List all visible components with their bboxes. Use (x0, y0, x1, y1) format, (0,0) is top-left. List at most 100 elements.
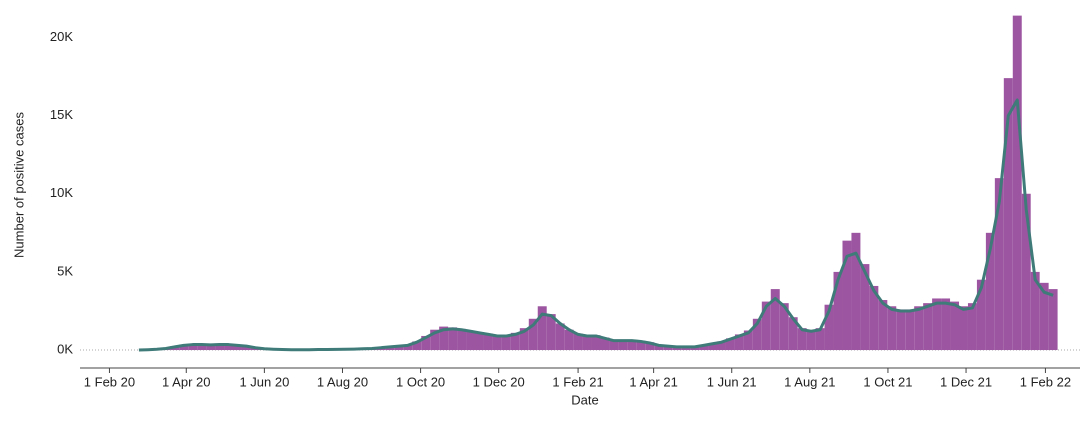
x-tick-label: 1 Jun 20 (239, 374, 289, 389)
bar (779, 303, 789, 351)
bar (618, 339, 628, 351)
x-tick-label: 1 Aug 21 (784, 374, 835, 389)
bar (439, 326, 449, 351)
x-tick-label: 1 Oct 21 (863, 374, 912, 389)
bar (770, 289, 780, 351)
bar (932, 298, 942, 351)
bar (492, 335, 502, 351)
bar (815, 328, 825, 351)
bar (197, 344, 207, 351)
bar (851, 232, 861, 351)
bar (985, 232, 995, 351)
bar (743, 330, 753, 351)
bar (224, 344, 234, 351)
y-tick-label: 20K (50, 29, 73, 44)
bar (959, 306, 968, 351)
x-tick-label: 1 Jun 21 (707, 374, 757, 389)
bar (421, 335, 431, 351)
bar (797, 328, 807, 351)
bar (788, 317, 798, 351)
bar (1030, 271, 1040, 351)
y-tick-label: 0K (57, 341, 73, 356)
bar (537, 306, 547, 351)
x-tick-label: 1 Aug 20 (317, 374, 368, 389)
bar (708, 342, 718, 351)
x-tick-label: 1 Feb 22 (1020, 374, 1071, 389)
y-axis-label: Number of positive cases (11, 112, 26, 258)
bar (215, 343, 225, 351)
bar (896, 309, 906, 351)
bar (994, 178, 1004, 351)
bar (887, 306, 897, 351)
bar (967, 303, 977, 351)
bar (519, 328, 529, 351)
bar (412, 341, 422, 351)
bar (725, 338, 735, 351)
bar (600, 337, 610, 351)
bar (233, 345, 242, 351)
bar (878, 300, 888, 351)
bar (483, 333, 493, 351)
bar (976, 279, 986, 351)
bar (457, 328, 467, 351)
x-tick-label: 1 Apr 21 (629, 374, 677, 389)
bar (591, 335, 601, 351)
bar (528, 318, 538, 351)
y-tick-label: 5K (57, 263, 73, 278)
bar (824, 304, 834, 351)
bar (761, 301, 771, 351)
smoothed-line (138, 98, 1054, 352)
bar (546, 314, 556, 351)
x-tick-label: 1 Feb 21 (552, 374, 603, 389)
bar (582, 335, 592, 351)
bar (475, 332, 484, 351)
bar (654, 344, 664, 351)
bar (466, 330, 476, 351)
bar (905, 309, 915, 351)
x-tick-label: 1 Dec 21 (940, 374, 992, 389)
y-tick-label: 15K (50, 107, 73, 122)
bar (806, 330, 816, 351)
bar (699, 344, 709, 351)
bar (609, 339, 619, 351)
bar (869, 285, 879, 351)
bar (179, 344, 189, 351)
bar (833, 271, 843, 351)
bar (188, 343, 198, 351)
x-axis-label: Date (571, 392, 598, 407)
bar (564, 329, 574, 351)
x-tick-label: 1 Oct 20 (396, 374, 445, 389)
y-tick-label: 10K (50, 185, 73, 200)
bar (717, 341, 726, 351)
x-tick-label: 1 Feb 20 (84, 374, 135, 389)
bar (1021, 193, 1031, 351)
bar (663, 345, 673, 351)
bar (923, 303, 933, 351)
bar (206, 344, 216, 351)
bar (448, 327, 458, 351)
bar (627, 339, 637, 351)
bar (914, 306, 924, 351)
bar (752, 318, 762, 351)
bar (403, 344, 413, 351)
bar (555, 323, 565, 351)
bar (241, 345, 251, 351)
bar (941, 298, 951, 351)
bar (950, 301, 960, 351)
bar (573, 333, 583, 351)
bar (1012, 15, 1022, 351)
bar (394, 345, 404, 351)
bar (860, 264, 870, 351)
bar (842, 240, 852, 351)
bar (1048, 289, 1058, 351)
x-tick-label: 1 Dec 20 (473, 374, 525, 389)
bar (1003, 78, 1013, 351)
x-tick-label: 1 Apr 20 (162, 374, 210, 389)
bar (645, 342, 655, 351)
bar (636, 340, 646, 351)
bar (510, 332, 520, 351)
bar (734, 334, 744, 351)
bar (501, 335, 511, 351)
bar (1039, 282, 1049, 351)
